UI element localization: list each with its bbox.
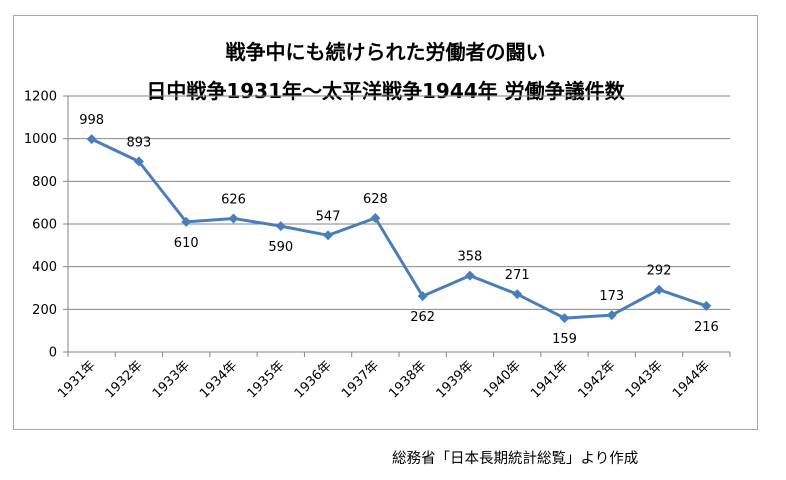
y-tick-label: 1000 (24, 132, 57, 147)
x-tick-label: 1933年 (150, 358, 193, 401)
data-label: 358 (458, 250, 483, 265)
x-tick-label: 1939年 (434, 358, 477, 401)
data-label: 998 (79, 113, 104, 128)
data-label: 893 (127, 135, 152, 150)
data-point-marker (512, 289, 523, 300)
chart-title: 戦争中にも続けられた労働者の闘い (225, 40, 546, 64)
data-point-marker (417, 291, 428, 302)
data-point-marker (464, 270, 475, 281)
x-tick-label: 1935年 (244, 358, 287, 401)
gridlines (68, 95, 730, 310)
series-line (91, 137, 707, 320)
data-labels: 998 893 610 626 590 547 628 262 358 271 159 173 292 2… (79, 113, 719, 347)
data-point-marker (323, 230, 334, 241)
y-axis: 0 200 400 600 800 1000 1200 (24, 90, 69, 361)
y-tick-label: 400 (32, 260, 57, 275)
x-tick-label: 1936年 (292, 358, 335, 401)
y-tick-label: 600 (32, 218, 57, 233)
chart-frame (13, 15, 758, 430)
data-point-marker (133, 156, 144, 167)
data-label: 590 (268, 240, 293, 255)
chart-subtitle: 日中戦争1931年～太平洋戦争1944年 労働争議件数 (146, 79, 625, 103)
data-point-marker (86, 134, 97, 145)
x-axis: 1931年 1932年 1933年 1934年 1935年 1936年 1937年 1938年… (55, 351, 731, 401)
data-point-marker (370, 213, 381, 224)
x-tick-label: 1931年 (55, 358, 98, 401)
y-tick-label: 800 (32, 175, 57, 190)
data-label: 271 (505, 268, 530, 283)
x-tick-label: 1941年 (528, 358, 571, 401)
x-tick-label: 1940年 (481, 358, 524, 401)
y-tick-label: 200 (32, 303, 57, 318)
x-tick-label: 1938年 (386, 358, 429, 401)
data-point-marker (228, 213, 239, 224)
data-label: 173 (599, 289, 624, 304)
series-line-path (91, 137, 707, 320)
data-point-marker (275, 221, 286, 232)
x-tick-label: 1932年 (103, 358, 146, 401)
data-point-marker (559, 313, 570, 324)
x-tick-label: 1937年 (339, 358, 382, 401)
source-note: 総務省「日本長期統計総覧」より作成 (392, 451, 639, 467)
data-point-marker (701, 300, 712, 311)
series-markers (86, 134, 712, 324)
data-label: 547 (316, 209, 341, 224)
y-tick-label: 1200 (24, 90, 57, 105)
x-tick-label: 1942年 (575, 358, 618, 401)
data-point-marker (181, 216, 192, 227)
x-tick-label: 1934年 (197, 358, 240, 401)
data-label: 216 (694, 320, 719, 335)
x-tick-label: 1943年 (623, 358, 666, 401)
data-label: 292 (647, 264, 672, 279)
data-label: 610 (174, 236, 199, 251)
data-label: 626 (221, 192, 246, 207)
data-label: 159 (552, 332, 577, 347)
data-label: 262 (410, 310, 435, 325)
x-tick-label: 1944年 (670, 358, 713, 401)
data-point-marker (606, 310, 617, 321)
data-point-marker (654, 284, 665, 295)
y-tick-label: 0 (49, 346, 57, 361)
data-label: 628 (363, 192, 388, 207)
